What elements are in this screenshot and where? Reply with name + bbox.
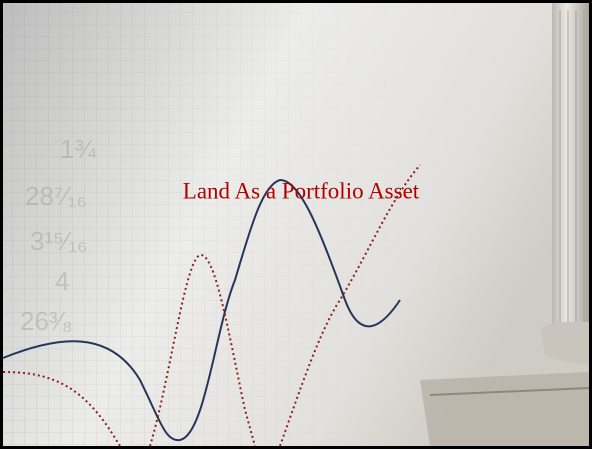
background-figure: 28⁷⁄₁₆	[25, 181, 87, 211]
background-figure: 4	[55, 266, 69, 296]
slide: 1¾ 28⁷⁄₁₆ 3¹⁵⁄₁₆ 4 26³⁄₈ Land As a Portfolio…	[0, 0, 592, 449]
background-figure: 26³⁄₈	[20, 306, 73, 336]
slide-title: Land As a Portfolio Asset	[183, 178, 420, 203]
background-figure: 1¾	[60, 134, 96, 164]
background-figure: 3¹⁵⁄₁₆	[30, 226, 88, 256]
